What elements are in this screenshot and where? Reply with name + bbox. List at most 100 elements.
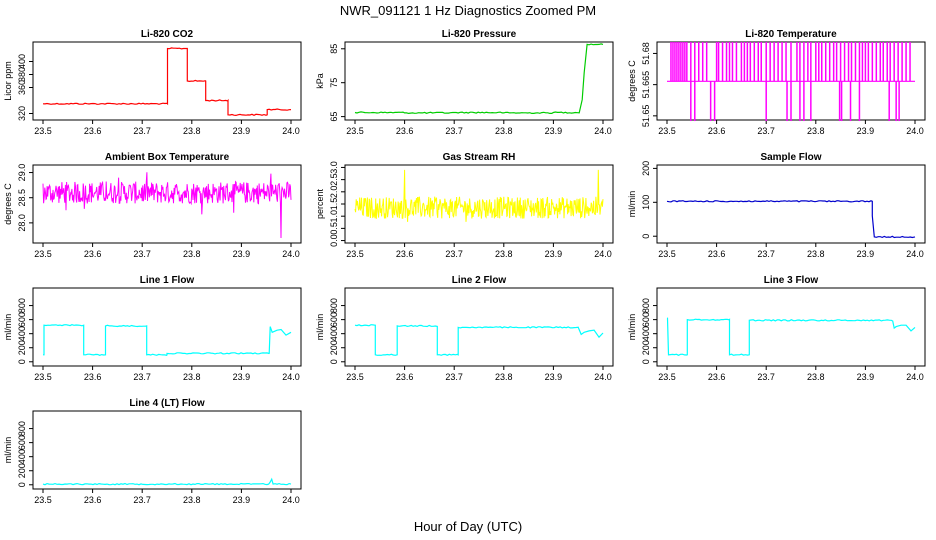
y-axis-label: ml/min	[315, 314, 325, 341]
series-line	[42, 47, 292, 117]
y-tick-label: 800	[329, 298, 339, 313]
y-tick-label: 600	[329, 312, 339, 327]
x-tick-label: 23.8	[183, 249, 201, 259]
panel-title: Line 4 (LT) Flow	[129, 398, 205, 409]
x-tick-label: 24.0	[282, 249, 300, 259]
x-tick-label: 23.8	[183, 495, 201, 505]
y-tick-label: 28.0	[17, 214, 27, 232]
panel-2: Li-820 Pressure kPa 23.5 23.6 23.7 23.8 23.9 24…	[315, 29, 614, 136]
y-axis-label: Licor ppm	[3, 61, 13, 101]
x-tick-label: 23.9	[857, 372, 875, 382]
x-tick-label: 23.8	[495, 372, 513, 382]
y-axis-label: kPa	[315, 73, 325, 89]
panel-title: Ambient Box Temperature	[105, 152, 230, 163]
y-axis-label: percent	[315, 188, 325, 219]
x-tick-label: 23.5	[658, 249, 676, 259]
y-tick-label: 1.5	[329, 198, 339, 211]
panel-title: Line 3 Flow	[764, 275, 819, 286]
plot-frame	[344, 41, 614, 121]
plot-frame	[656, 164, 926, 244]
x-tick-label: 24.0	[594, 249, 612, 259]
y-tick-label: 400	[17, 54, 27, 69]
y-tick-label: 0.5	[329, 222, 339, 235]
panel-title: Li-820 Pressure	[442, 29, 517, 40]
y-tick-label: 1.0	[329, 210, 339, 223]
y-tick-label: 51.665	[641, 71, 651, 99]
x-tick-label: 23.7	[757, 372, 775, 382]
y-axis-label: degrees C	[3, 183, 13, 225]
x-tick-label: 23.9	[233, 126, 251, 136]
series-line	[354, 43, 604, 115]
y-axis-label: ml/min	[3, 437, 13, 464]
x-tick-label: 23.6	[396, 126, 414, 136]
x-tick-label: 23.7	[133, 495, 151, 505]
x-tick-label: 24.0	[282, 495, 300, 505]
y-tick-label: 2.5	[329, 173, 339, 186]
x-tick-label: 23.5	[658, 126, 676, 136]
x-tick-label: 23.7	[757, 126, 775, 136]
y-tick-label: 0	[329, 359, 339, 364]
series-line	[666, 317, 916, 356]
y-tick-label: 200	[17, 463, 27, 478]
panel-title: Li-820 Temperature	[745, 29, 837, 40]
y-axis-label: ml/min	[3, 314, 13, 341]
plot-frame	[344, 287, 614, 367]
x-tick-label: 23.7	[133, 126, 151, 136]
y-tick-label: 320	[17, 106, 27, 121]
panel-title: Gas Stream RH	[443, 152, 516, 163]
x-tick-label: 23.5	[346, 249, 364, 259]
y-axis-label: ml/min	[627, 191, 637, 218]
series-line	[42, 172, 292, 239]
x-tick-label: 23.5	[34, 249, 52, 259]
x-tick-label: 23.5	[34, 372, 52, 382]
panel-title: Line 1 Flow	[140, 275, 195, 286]
series-line	[42, 477, 292, 486]
plot-frame	[32, 164, 302, 244]
y-axis-label: degrees C	[627, 60, 637, 102]
x-tick-label: 23.6	[84, 126, 102, 136]
y-tick-label: 400	[17, 326, 27, 341]
x-tick-label: 23.7	[445, 126, 463, 136]
x-tick-label: 23.7	[445, 249, 463, 259]
x-tick-label: 24.0	[282, 126, 300, 136]
x-tick-label: 24.0	[906, 249, 924, 259]
x-tick-label: 23.6	[708, 126, 726, 136]
y-tick-label: 85	[329, 44, 339, 54]
panel-title: Line 2 Flow	[452, 275, 507, 286]
panel-5: Gas Stream RH percent 23.5 23.6 23.7 23.8 23.9…	[315, 152, 614, 259]
x-tick-label: 23.6	[84, 249, 102, 259]
y-tick-label: 51.68	[641, 42, 651, 65]
x-tick-label: 23.6	[708, 372, 726, 382]
x-tick-label: 23.8	[807, 372, 825, 382]
series-line	[354, 169, 604, 222]
x-tick-label: 23.6	[708, 249, 726, 259]
x-tick-label: 23.9	[857, 249, 875, 259]
plot-frame	[656, 287, 926, 367]
x-tick-label: 23.9	[545, 126, 563, 136]
x-tick-label: 23.6	[84, 495, 102, 505]
x-tick-label: 24.0	[594, 372, 612, 382]
x-tick-label: 24.0	[906, 372, 924, 382]
y-tick-label: 200	[17, 340, 27, 355]
x-tick-label: 23.8	[183, 372, 201, 382]
plot-frame	[32, 41, 302, 121]
y-tick-label: 360	[17, 80, 27, 95]
x-tick-label: 23.7	[445, 372, 463, 382]
x-tick-label: 23.9	[545, 249, 563, 259]
x-tick-label: 23.6	[396, 249, 414, 259]
x-tick-label: 23.6	[84, 372, 102, 382]
y-tick-label: 65	[329, 112, 339, 122]
x-tick-label: 24.0	[594, 126, 612, 136]
series-line	[354, 324, 604, 356]
x-tick-label: 23.5	[34, 126, 52, 136]
x-tick-label: 23.9	[233, 372, 251, 382]
y-tick-label: 0	[641, 234, 651, 239]
y-tick-label: 400	[641, 326, 651, 341]
x-tick-label: 23.5	[658, 372, 676, 382]
x-tick-label: 23.9	[545, 372, 563, 382]
y-tick-label: 29.0	[17, 164, 27, 182]
panel-9: Line 3 Flow ml/min 23.5 23.6 23.7 23.8 23.9 24.…	[627, 275, 926, 382]
x-tick-label: 23.5	[346, 372, 364, 382]
panel-1: Li-820 CO2 Licor ppm 23.5 23.6 23.7 23.8 23.9 2…	[3, 29, 302, 136]
